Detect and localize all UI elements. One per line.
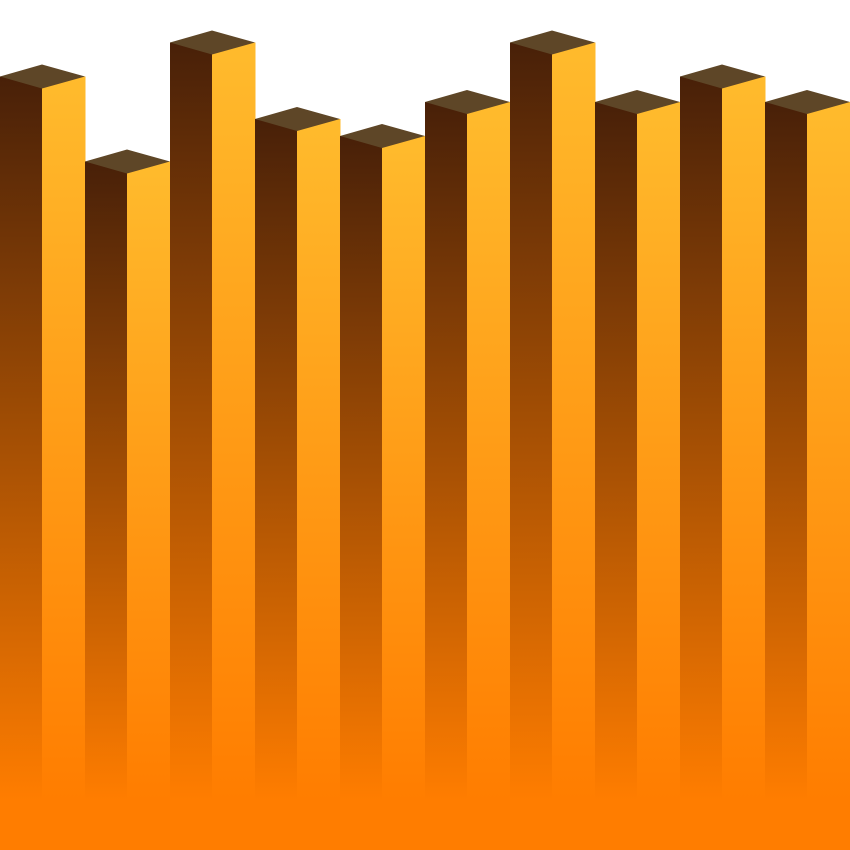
bar-front-face — [382, 136, 426, 800]
bar-top-face — [510, 30, 595, 55]
bar — [680, 64, 766, 800]
bar-side-face — [425, 102, 468, 800]
bar-side-face — [680, 76, 723, 800]
bar-side-face — [255, 119, 298, 800]
bar — [255, 107, 341, 800]
bar-top-face — [0, 64, 85, 89]
bar-front-face — [467, 102, 511, 800]
bar-top-face — [680, 64, 765, 89]
bar-side-face — [85, 161, 128, 800]
bar-top-face — [425, 90, 510, 114]
bar — [85, 149, 171, 800]
bar-front-face — [212, 42, 256, 800]
bar-top-face — [595, 90, 680, 114]
bar — [170, 30, 256, 800]
bar — [510, 30, 596, 800]
bar-top-face — [170, 30, 255, 55]
bar — [0, 64, 86, 800]
bar-top-face — [85, 149, 170, 174]
bar-front-face — [297, 119, 341, 800]
bar-top-face — [765, 90, 850, 114]
bar — [425, 90, 511, 800]
bar-side-face — [595, 102, 638, 800]
bar-side-face — [170, 42, 213, 800]
bar-front-face — [127, 161, 171, 800]
bars-group — [0, 30, 850, 800]
bar-front-face — [552, 42, 596, 800]
bar-side-face — [340, 136, 383, 800]
bar-side-face — [510, 42, 553, 800]
bar — [595, 90, 681, 800]
bar-front-face — [807, 102, 850, 800]
bar-front-face — [42, 76, 86, 800]
bar-top-face — [340, 124, 425, 148]
bar — [340, 124, 426, 800]
bar-top-face — [255, 107, 340, 131]
bar-side-face — [765, 102, 808, 800]
bar-front-face — [722, 76, 766, 800]
bar — [765, 90, 850, 800]
bar-front-face — [637, 102, 681, 800]
bar-side-face — [0, 76, 43, 800]
